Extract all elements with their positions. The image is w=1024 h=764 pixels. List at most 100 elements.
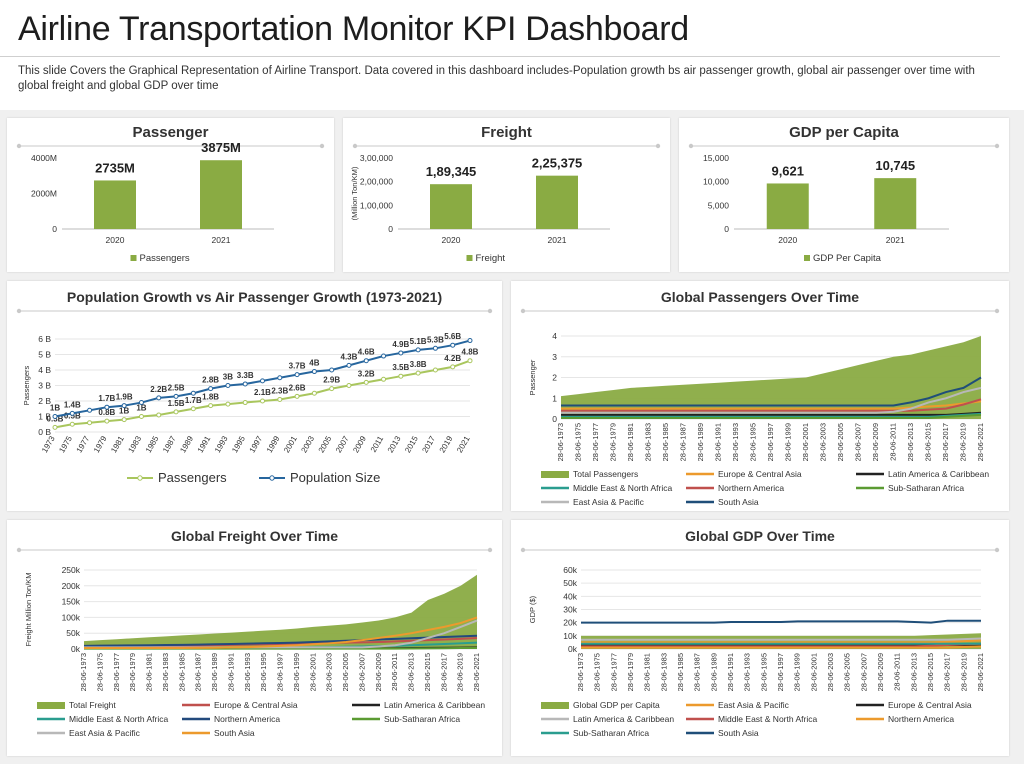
x-tick-label: 1985	[144, 434, 161, 454]
y-tick-label: 20k	[563, 618, 577, 628]
data-point	[190, 406, 196, 412]
data-point	[225, 401, 231, 407]
x-tick-label: 28-06-2011	[390, 653, 399, 691]
data-point	[450, 364, 456, 370]
data-point	[242, 381, 248, 387]
data-label: 3B	[223, 373, 233, 382]
title-underline-dot	[352, 143, 358, 149]
x-tick-label: 28-06-1993	[743, 653, 752, 691]
data-point	[398, 350, 404, 356]
x-tick-label: 1991	[196, 434, 213, 454]
series-line-South Asia	[84, 616, 478, 650]
data-point	[173, 409, 179, 415]
data-label: 4.6B	[358, 348, 375, 357]
passenger-panel: Passenger 0 2000M 4000M 2735M 2020 3875M 2021 Pa…	[7, 118, 334, 272]
gdp-chart: GDP per Capita 0 5,000 10,000 15,000 9,621 202…	[688, 124, 1000, 264]
x-tick-label: 28-06-1997	[276, 653, 285, 691]
legend-label: Europe & Central Asia	[888, 700, 972, 710]
x-tick-label: 1995	[230, 434, 247, 454]
x-tick-label: 28-06-1997	[776, 653, 785, 691]
data-label: 4.2B	[444, 354, 461, 363]
x-tick-label: 28-06-1975	[574, 423, 583, 461]
data-point	[346, 362, 352, 368]
x-tick-label: 28-06-1983	[644, 423, 653, 461]
x-tick-label: 1973	[40, 434, 57, 454]
data-point	[121, 417, 127, 423]
data-label: 2.1B	[254, 388, 271, 397]
series-line-Northern America	[561, 398, 982, 412]
chart-title: GDP per Capita	[789, 124, 899, 141]
x-tick-label: 28-06-2013	[909, 653, 918, 691]
data-label: 0.8B	[98, 408, 115, 417]
series-line-Sub-Satharan Africa	[561, 413, 982, 419]
legend-label: Middle East & North Africa	[718, 714, 817, 724]
data-point	[363, 379, 369, 385]
x-tick-label: 28-06-2015	[924, 423, 933, 461]
population-growth-panel: Population Growth vs Air Passenger Growt…	[7, 281, 502, 511]
x-tick-label: 28-06-1991	[226, 653, 235, 691]
legend-label: South Asia	[214, 728, 255, 738]
global-passengers-chart: Global Passengers Over Time 0 1 2 3 4 Passenge…	[520, 289, 1000, 507]
data-label: 4.9B	[392, 340, 409, 349]
x-tick-label: 1993	[213, 434, 230, 454]
y-tick-label: 0 B	[38, 427, 51, 437]
y-axis-label: Freight Million Ton/KM	[24, 572, 33, 646]
y-tick-label: 2	[552, 373, 557, 383]
x-tick-label: 28-06-1983	[659, 653, 668, 691]
legend-label: Population Size	[290, 470, 380, 485]
y-tick-label: 5,000	[708, 200, 730, 210]
x-tick-label: 1997	[248, 434, 265, 454]
data-point	[208, 386, 214, 392]
x-tick-label: 2015	[403, 434, 420, 454]
data-label: 1.4B	[64, 400, 81, 409]
data-label: 5.1B	[410, 337, 427, 346]
legend-label: Northern America	[888, 714, 954, 724]
legend-label: Total Freight	[69, 700, 116, 710]
legend-label: East Asia & Pacific	[573, 497, 645, 507]
title-underline-dot	[520, 547, 526, 553]
legend-label: Latin America & Caribbean	[384, 700, 485, 710]
data-point	[242, 400, 248, 406]
legend-label: South Asia	[718, 728, 759, 738]
data-point	[346, 383, 352, 388]
y-axis-label: Passengers	[22, 365, 31, 405]
bar-2020	[94, 180, 136, 229]
data-label: 2.3B	[271, 386, 288, 395]
legend-marker	[269, 475, 275, 481]
population-growth-chart: Population Growth vs Air Passenger Growt…	[16, 289, 493, 485]
y-tick-label: 0k	[71, 644, 81, 654]
y-tick-label: 1 B	[38, 412, 51, 422]
y-tick-label: 1	[552, 393, 557, 403]
data-label: 4.8B	[462, 348, 479, 357]
title-underline-dot	[16, 308, 22, 314]
bar-2021	[874, 178, 917, 229]
data-label: 1,89,345	[426, 164, 477, 179]
x-tick-label: 1989	[178, 434, 195, 454]
x-tick-label: 28-06-1981	[643, 653, 652, 691]
y-tick-label: 200k	[62, 581, 81, 591]
y-tick-label: 250k	[62, 565, 81, 575]
data-point	[277, 375, 283, 381]
x-tick-label: 2013	[386, 434, 403, 454]
series-line-South Asia	[561, 376, 982, 407]
x-tick-label: 28-06-1979	[609, 423, 618, 461]
x-tick-label: 2011	[369, 434, 386, 454]
title-underline-dot	[319, 143, 325, 149]
y-tick-label: 30k	[563, 605, 577, 615]
x-tick-label: 28-06-1987	[194, 653, 203, 691]
legend-label: Freight	[476, 253, 506, 264]
x-tick-label: 28-06-2013	[407, 653, 416, 691]
x-tick-label: 2001	[282, 434, 299, 454]
x-tick-label: 28-06-1987	[693, 653, 702, 691]
series-line-Latin America & Caribbean	[561, 411, 982, 416]
title-divider	[0, 56, 1000, 57]
data-point	[467, 358, 473, 364]
bar-2020	[766, 183, 809, 229]
bar-2021	[200, 160, 242, 229]
x-tick-label: 2005	[317, 434, 334, 454]
x-tick-label: 28-06-2005	[341, 653, 350, 691]
chart-title: Global Passengers Over Time	[661, 289, 859, 305]
data-label: 2.6B	[289, 383, 306, 392]
x-tick-label: 28-06-2021	[472, 653, 481, 691]
y-axis-label: GDP ($)	[528, 595, 537, 623]
